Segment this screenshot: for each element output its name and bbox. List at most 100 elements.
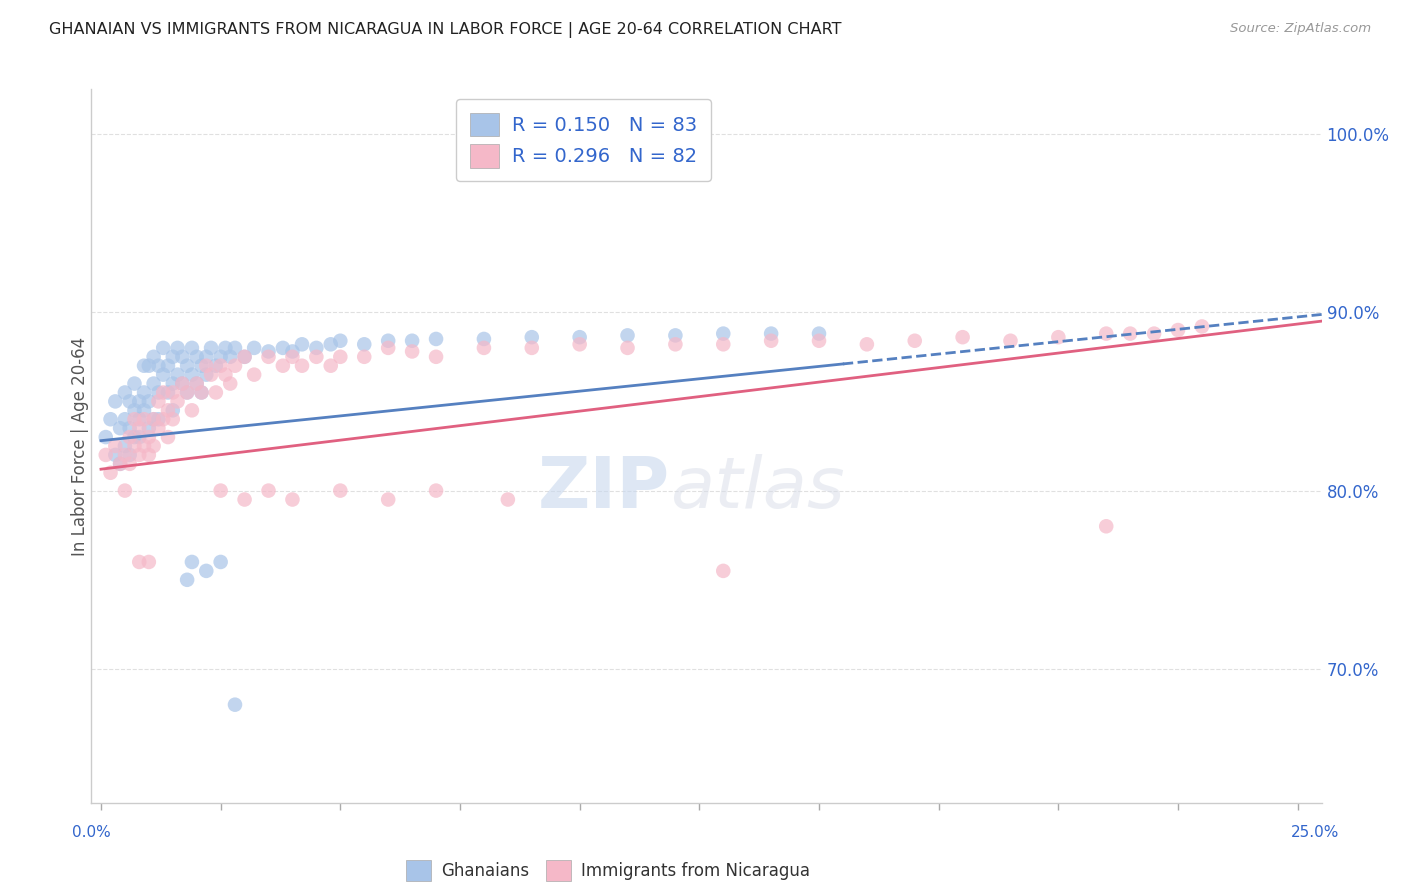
Point — [329, 350, 352, 364]
Point — [856, 337, 879, 351]
Point — [142, 439, 165, 453]
Point — [176, 385, 198, 400]
Point — [257, 483, 280, 498]
Point — [142, 412, 165, 426]
Point — [209, 555, 232, 569]
Point — [156, 430, 179, 444]
Point — [186, 376, 208, 391]
Point — [180, 368, 202, 382]
Point — [233, 350, 256, 364]
Point — [759, 334, 782, 348]
Point — [472, 332, 495, 346]
Point — [257, 350, 280, 364]
Point — [138, 394, 160, 409]
Point — [118, 448, 141, 462]
Point — [148, 421, 170, 435]
Y-axis label: In Labor Force | Age 20-64: In Labor Force | Age 20-64 — [72, 336, 89, 556]
Point — [132, 439, 155, 453]
Point — [1191, 319, 1213, 334]
Point — [138, 555, 160, 569]
Point — [711, 326, 734, 341]
Point — [329, 334, 352, 348]
Point — [152, 341, 174, 355]
Point — [377, 492, 399, 507]
Point — [128, 394, 150, 409]
Text: 0.0%: 0.0% — [72, 825, 111, 840]
Point — [568, 330, 591, 344]
Point — [114, 439, 136, 453]
Point — [305, 341, 328, 355]
Point — [156, 359, 179, 373]
Point — [1000, 334, 1022, 348]
Point — [759, 326, 782, 341]
Point — [1095, 519, 1118, 533]
Point — [281, 492, 304, 507]
Point — [124, 412, 146, 426]
Point — [166, 394, 188, 409]
Point — [425, 332, 447, 346]
Point — [176, 385, 198, 400]
Point — [952, 330, 974, 344]
Point — [233, 492, 256, 507]
Point — [904, 334, 927, 348]
Point — [319, 359, 342, 373]
Text: GHANAIAN VS IMMIGRANTS FROM NICARAGUA IN LABOR FORCE | AGE 20-64 CORRELATION CHA: GHANAIAN VS IMMIGRANTS FROM NICARAGUA IN… — [49, 22, 842, 38]
Point — [664, 337, 686, 351]
Text: Source: ZipAtlas.com: Source: ZipAtlas.com — [1230, 22, 1371, 36]
Point — [319, 337, 342, 351]
Point — [108, 457, 131, 471]
Point — [100, 466, 122, 480]
Point — [108, 457, 131, 471]
Point — [166, 368, 188, 382]
Point — [148, 385, 170, 400]
Text: ZIP: ZIP — [537, 454, 669, 524]
Point — [132, 412, 155, 426]
Point — [128, 421, 150, 435]
Point — [142, 376, 165, 391]
Point — [172, 376, 194, 391]
Point — [243, 341, 266, 355]
Legend: Ghanaians, Immigrants from Nicaragua: Ghanaians, Immigrants from Nicaragua — [399, 854, 817, 888]
Text: atlas: atlas — [669, 454, 844, 524]
Point — [128, 430, 150, 444]
Point — [94, 430, 117, 444]
Point — [124, 439, 146, 453]
Point — [219, 350, 242, 364]
Point — [142, 350, 165, 364]
Point — [214, 341, 236, 355]
Point — [271, 359, 294, 373]
Point — [176, 359, 198, 373]
Point — [94, 448, 117, 462]
Point — [190, 385, 212, 400]
Point — [616, 341, 638, 355]
Point — [114, 483, 136, 498]
Point — [353, 337, 375, 351]
Point — [156, 385, 179, 400]
Point — [205, 385, 228, 400]
Point — [425, 483, 447, 498]
Point — [180, 403, 202, 417]
Point — [1167, 323, 1189, 337]
Point — [152, 385, 174, 400]
Point — [401, 334, 423, 348]
Point — [472, 341, 495, 355]
Point — [124, 376, 146, 391]
Point — [281, 344, 304, 359]
Point — [124, 430, 146, 444]
Point — [214, 368, 236, 382]
Point — [329, 483, 352, 498]
Point — [219, 376, 242, 391]
Point — [200, 341, 222, 355]
Point — [124, 403, 146, 417]
Point — [209, 483, 232, 498]
Point — [401, 344, 423, 359]
Point — [180, 341, 202, 355]
Point — [195, 368, 218, 382]
Point — [711, 564, 734, 578]
Point — [118, 394, 141, 409]
Point — [281, 350, 304, 364]
Point — [1143, 326, 1166, 341]
Point — [808, 334, 831, 348]
Point — [496, 492, 519, 507]
Point — [195, 350, 218, 364]
